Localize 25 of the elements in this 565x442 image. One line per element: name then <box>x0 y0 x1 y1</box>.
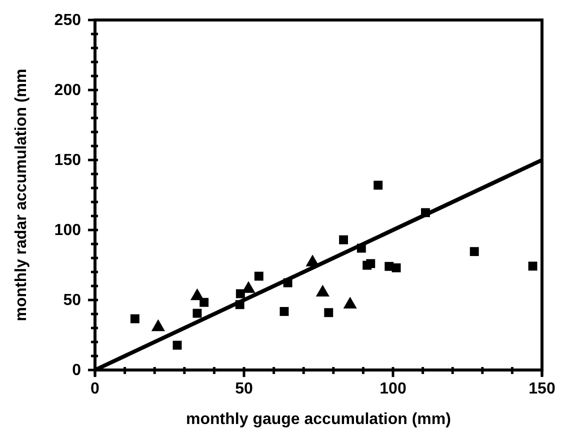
point <box>374 180 383 190</box>
x-tick-label: 150 <box>528 380 556 398</box>
point <box>324 308 334 318</box>
point <box>200 298 209 307</box>
y-tick-label: 200 <box>54 82 82 100</box>
point <box>280 307 289 316</box>
y-tick-label: 50 <box>63 292 82 310</box>
point <box>339 235 348 244</box>
point <box>470 247 479 256</box>
y-tick-label: 150 <box>54 152 82 170</box>
point <box>130 314 140 324</box>
point <box>392 263 401 272</box>
point <box>192 308 202 318</box>
y-tick-label: 100 <box>54 222 82 240</box>
x-tick-label: 50 <box>235 380 253 398</box>
point <box>172 340 182 350</box>
x-axis-title: monthly gauge accumulation (mm) <box>186 411 451 428</box>
point <box>528 262 538 271</box>
y-axis-title: monthly radar accumulation (mm <box>13 68 30 322</box>
point <box>366 259 376 268</box>
y-tick-label: 0 <box>72 362 82 380</box>
y-tick-label: 250 <box>54 12 82 30</box>
x-tick-label: 100 <box>380 380 406 398</box>
x-tick-label: 0 <box>90 380 100 398</box>
point <box>254 272 264 281</box>
